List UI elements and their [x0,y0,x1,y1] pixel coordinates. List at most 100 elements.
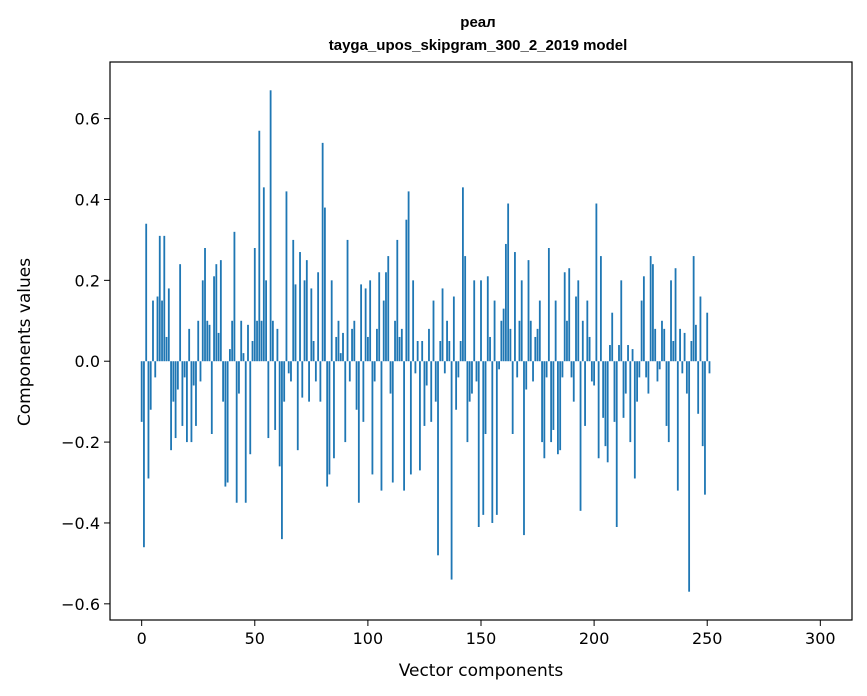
bar [586,300,589,362]
bar [242,353,245,362]
bar [434,361,437,402]
bar [344,361,347,443]
bar [484,361,487,434]
bar [369,280,372,362]
x-tick-label: 250 [692,629,723,648]
bar [511,361,514,434]
bar [238,361,240,394]
bar [400,328,403,362]
bar [407,191,410,362]
bar [618,345,620,362]
bar [380,361,383,491]
bar [534,336,537,362]
bar [692,256,695,362]
bar [520,280,523,362]
bar [568,268,571,362]
bar [450,361,453,580]
bar [296,361,299,451]
bar [577,280,580,362]
bar [581,320,584,362]
bar [183,361,186,378]
bar [285,191,288,362]
bar [226,361,229,483]
bar [688,361,691,592]
bar [195,361,197,426]
bar [566,320,568,362]
bar [538,300,541,362]
bar [161,300,163,362]
bar [235,361,238,503]
bar [163,235,166,362]
bar [333,361,335,459]
bar [321,142,324,362]
bar [319,361,322,402]
bar [629,361,632,443]
bar [706,312,709,362]
bar [147,361,150,479]
bar [437,361,439,556]
bar [588,336,591,362]
bar [658,361,661,370]
bar [145,223,148,362]
bar [439,341,442,362]
bar [233,231,236,362]
bar [624,361,627,394]
bar [504,243,507,362]
bar [409,361,412,475]
bar [373,361,376,382]
bar [448,341,451,362]
bar [394,320,396,362]
bar [312,341,315,362]
bar [364,288,367,362]
bar [498,361,500,370]
bar [550,361,553,443]
bar [667,361,670,443]
bar [357,361,360,503]
bar [620,280,623,362]
bar [563,272,566,362]
bar [609,345,611,362]
bar [477,361,480,527]
bar [575,296,577,362]
bar [204,248,206,362]
bar [217,332,220,362]
bar [584,361,586,426]
bar [649,256,652,362]
bar [606,361,609,463]
bar [491,361,494,523]
bar [640,300,643,362]
bar [351,328,353,362]
bar [170,361,172,451]
bar [642,276,645,362]
bar [471,361,473,394]
bar [507,203,510,362]
bar [645,361,648,378]
bar [199,361,202,382]
x-tick-label: 0 [137,629,147,648]
x-axis-label: Vector components [399,661,564,681]
bar [283,361,286,402]
bar [676,361,679,491]
bar [201,280,204,362]
bar [502,308,505,362]
bar [197,320,200,362]
bar [541,361,543,443]
x-tick-label: 50 [245,629,265,648]
bar [559,361,562,451]
bar [305,260,308,362]
bar [339,353,342,362]
bar [251,341,254,362]
bar [360,284,363,362]
bar [330,280,333,362]
bar [228,349,231,362]
bar [414,361,417,374]
bar [262,187,265,362]
plot-frame [109,61,853,621]
x-tick-label: 100 [353,629,384,648]
bar [224,361,227,487]
bar [475,361,478,382]
bar [516,361,519,378]
bar [701,361,704,447]
bar [468,361,471,402]
bar [362,361,365,422]
